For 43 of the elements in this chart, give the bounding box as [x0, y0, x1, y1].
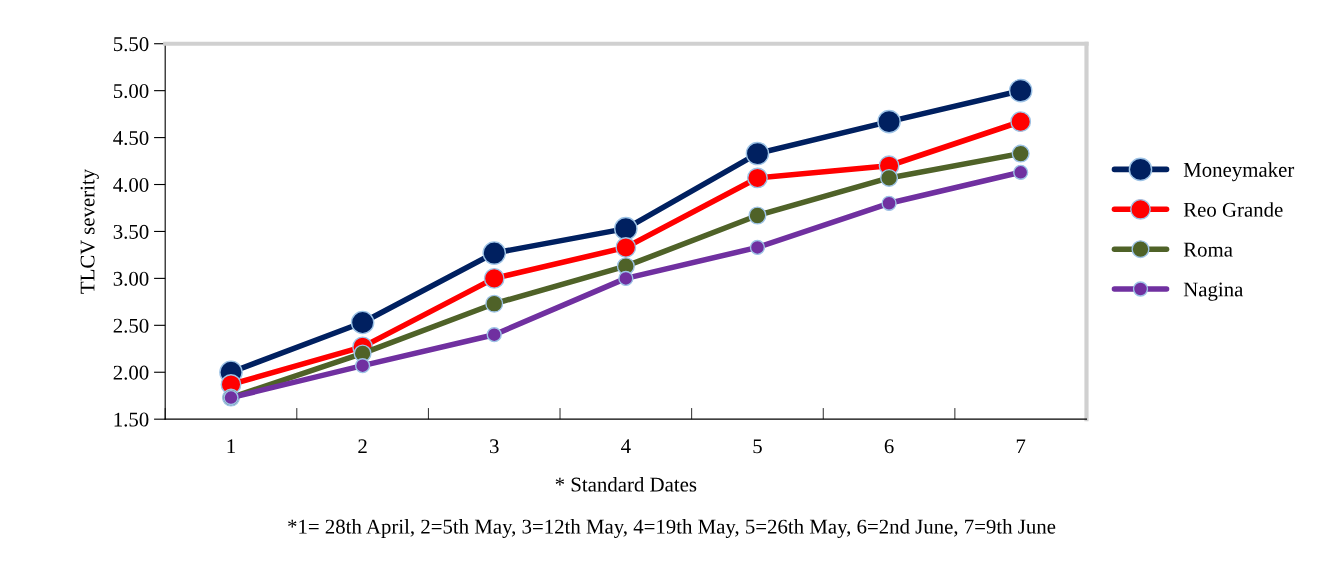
y-tick-label: 4.00	[113, 177, 149, 193]
point	[1011, 144, 1030, 163]
point	[354, 358, 371, 374]
point	[748, 206, 767, 225]
x-axis-title: * Standard Dates	[555, 476, 697, 492]
point	[749, 239, 766, 256]
y-tick-label: 3.00	[113, 271, 149, 286]
legend-label: Roma	[1183, 242, 1233, 257]
legend-label: Reo Grande	[1183, 202, 1283, 217]
legend-label: Nagina	[1183, 282, 1244, 301]
x-tick-label: 7	[1016, 439, 1026, 454]
text: *1= 28th April, 2=5th May, 3=12th May, 4=19th May, 5=26th May, 6=2nd June, 7=9th June	[288, 518, 1056, 538]
point	[880, 168, 899, 187]
point	[482, 241, 507, 265]
y-tick-label: 1.50	[114, 412, 149, 427]
x-tick-label: 4	[621, 439, 631, 454]
point	[881, 195, 897, 211]
x-tick-label: 1	[227, 439, 235, 454]
y-tick-label: 2.00	[113, 365, 149, 380]
y-tick-label: 5.00	[113, 84, 149, 99]
x-tick-label: 3	[490, 439, 499, 454]
point	[1013, 164, 1029, 180]
point	[618, 270, 634, 287]
point	[615, 236, 637, 258]
y-tick-label: 4.50	[113, 130, 149, 146]
legend-label: Moneymaker	[1183, 162, 1295, 182]
point	[350, 310, 375, 335]
x-tick-label: 2	[358, 439, 367, 454]
point	[877, 109, 901, 134]
point	[486, 327, 502, 343]
point	[1008, 78, 1033, 103]
point	[745, 141, 770, 166]
y-axis-title: TLCV severity	[80, 168, 99, 294]
point	[1010, 111, 1032, 133]
y-tick-label: 3.50	[113, 224, 149, 239]
x-tick-label: 5	[753, 439, 762, 454]
y-tick-label: 2.50	[113, 318, 149, 333]
y-tick-label: 5.50	[113, 37, 149, 52]
point	[485, 294, 504, 313]
point	[614, 216, 638, 241]
x-tick-label: 6	[884, 439, 894, 454]
point	[483, 267, 505, 289]
point	[747, 167, 768, 189]
